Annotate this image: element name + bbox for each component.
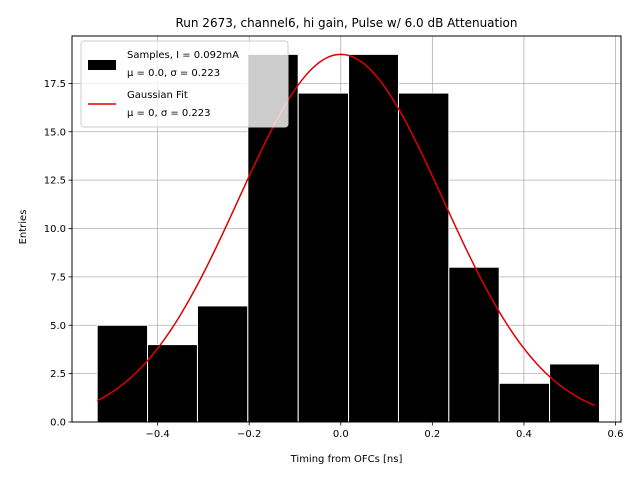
histogram-bar — [147, 344, 198, 423]
chart-title: Run 2673, channel6, hi gain, Pulse w/ 6.… — [175, 16, 517, 30]
histogram-bar — [498, 382, 551, 423]
x-axis-ticks: −0.4 −0.2 0.0 0.2 0.4 0.6 — [145, 422, 623, 440]
y-tick-label: 0.0 — [50, 418, 66, 429]
y-tick-label: 12.5 — [44, 176, 66, 187]
histogram-bar — [549, 363, 600, 423]
y-tick-label: 10.0 — [44, 224, 66, 235]
plot-frame — [71, 35, 622, 423]
gaussian-fit — [96, 53, 596, 407]
x-tick-label: 0.0 — [333, 429, 349, 440]
histogram-bar — [448, 266, 500, 423]
y-tick-label: 2.5 — [50, 369, 66, 380]
y-tick-label: 15.0 — [44, 127, 66, 138]
x-tick-label: −0.2 — [237, 429, 261, 440]
y-axis-label: Entries — [18, 210, 29, 245]
histogram-bar — [96, 324, 149, 423]
y-axis-ticks: 0.0 2.5 5.0 7.5 10.0 12.5 15.0 17.5 — [44, 79, 72, 429]
histogram-bar — [196, 305, 249, 423]
y-tick-label: 5.0 — [50, 321, 66, 332]
legend-samples-patch — [88, 60, 116, 70]
x-tick-label: 0.4 — [516, 429, 532, 440]
legend-fit-line1: Gaussian Fit — [127, 90, 188, 101]
x-tick-label: 0.6 — [608, 429, 624, 440]
legend-samples-line1: Samples, I = 0.092mA — [127, 50, 239, 61]
gaussian-fit-curve — [96, 53, 596, 407]
x-tick-label: 0.2 — [424, 429, 440, 440]
histogram-bar — [297, 92, 350, 423]
x-axis-label: Timing from OFCs [ns] — [290, 454, 403, 465]
legend-box — [80, 40, 289, 128]
histogram-bar — [397, 92, 450, 423]
y-tick-label: 17.5 — [44, 79, 66, 90]
legend-fit-line2: μ = 0, σ = 0.223 — [127, 108, 211, 119]
y-tick-label: 7.5 — [50, 272, 66, 283]
legend-samples-line2: μ = 0.0, σ = 0.223 — [127, 68, 220, 79]
x-tick-label: −0.4 — [145, 429, 169, 440]
histogram-bar — [348, 53, 399, 423]
legend: Samples, I = 0.092mA μ = 0.0, σ = 0.223 … — [80, 40, 289, 128]
